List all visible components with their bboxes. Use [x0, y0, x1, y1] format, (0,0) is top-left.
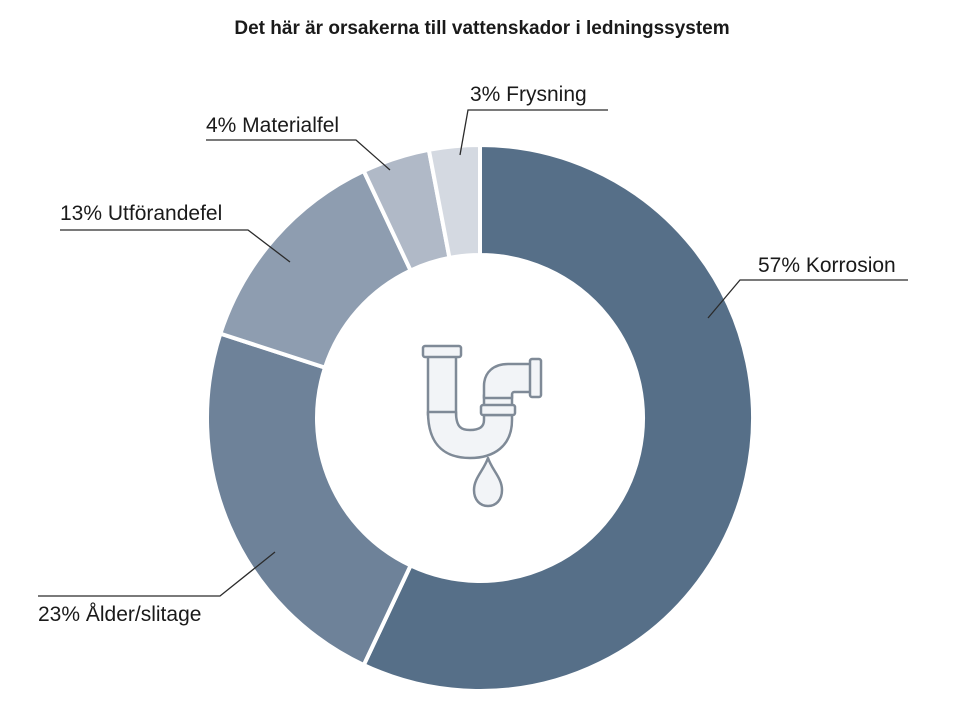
slice-label: 57% Korrosion: [758, 254, 896, 277]
slice-label: 13% Utförandefel: [60, 202, 222, 225]
slice-label: 4% Materialfel: [206, 114, 339, 137]
label-leader-line: [459, 109, 608, 156]
slices-layer: [205, 142, 755, 693]
slice-label: 23% Ålder/slitage: [38, 603, 201, 626]
labels-layer: 57% Korrosion 23% Ålder/slitage 13% Utföra…: [38, 83, 896, 626]
label-leader-line: [60, 229, 291, 263]
chart-title: Det här är orsakerna till vattenskador i…: [234, 18, 730, 39]
slice-label: 3% Frysning: [470, 83, 587, 106]
label-leader-line: [206, 139, 391, 171]
label-leader-line: [38, 551, 276, 597]
pie-slice: [361, 142, 755, 693]
label-leader-line: [707, 279, 908, 319]
pie-slice: [205, 331, 414, 668]
pie-slice: [426, 142, 482, 261]
leaders-layer: [38, 109, 908, 597]
dripping-pipe-icon: [421, 344, 543, 508]
